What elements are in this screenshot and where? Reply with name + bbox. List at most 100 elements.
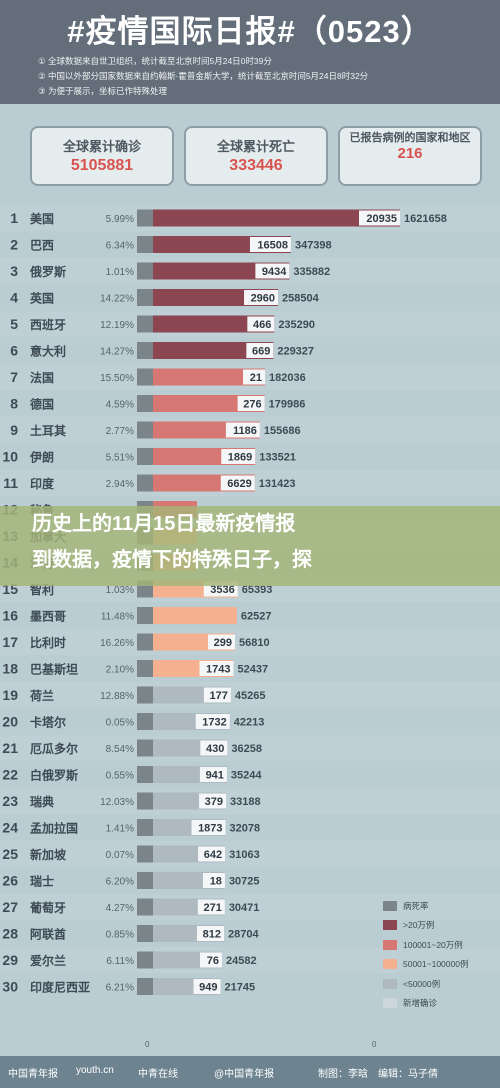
footer-logo-2: youth.cn	[76, 1065, 114, 1076]
rate-label: 6.34%	[106, 241, 134, 252]
new-cases-label: 18	[210, 876, 222, 888]
legend-label-100k-200k: 100001~20万例	[403, 939, 463, 950]
country-label: 葡萄牙	[29, 900, 66, 915]
new-cases-box	[225, 422, 260, 438]
rank-label: 7	[10, 369, 18, 385]
footer-logo-3: 中青在线	[138, 1069, 178, 1080]
rate-bar	[137, 421, 153, 439]
new-cases-label: 21	[250, 372, 262, 384]
rate-label: 2.77%	[106, 426, 134, 437]
rate-bar	[137, 633, 153, 651]
country-label: 荷兰	[29, 688, 54, 703]
rate-label: 0.05%	[106, 718, 134, 729]
rate-bar	[137, 236, 153, 253]
rate-label: 1.01%	[106, 267, 134, 278]
rate-bar	[137, 819, 153, 836]
new-cases-box	[193, 979, 221, 994]
rate-bar	[137, 792, 153, 810]
rate-label: 0.85%	[106, 930, 134, 941]
new-cases-label: 1869	[228, 452, 252, 464]
new-cases-label: 6629	[227, 478, 251, 490]
total-label: 258504	[282, 293, 320, 305]
country-label: 伊朗	[29, 450, 54, 465]
legend-swatch-50k-100k	[383, 959, 397, 970]
deaths-stat-box: 全球累计死亡 333446	[184, 126, 328, 186]
rate-label: 16.26%	[100, 638, 134, 649]
total-label: 182036	[269, 372, 306, 384]
country-label: 比利时	[30, 635, 66, 650]
new-cases-label: 271	[203, 902, 221, 914]
rate-bar	[137, 766, 153, 783]
new-cases-label: 669	[252, 346, 270, 358]
rate-bar	[137, 951, 153, 969]
new-cases-box	[255, 263, 290, 279]
article-title-overlay: 历史上的11月15日最新疫情报 到数据，疫情下的特殊日子，探	[0, 506, 500, 586]
rank-label: 19	[2, 687, 18, 703]
country-label: 卡塔尔	[30, 715, 66, 730]
total-label: 33188	[230, 796, 261, 808]
total-label: 24582	[226, 955, 257, 967]
legend-item-100k-200k: 100001~20万例	[383, 935, 468, 955]
rank-label: 4	[10, 290, 18, 306]
rank-label: 6	[10, 343, 18, 359]
new-cases-box	[359, 210, 400, 226]
new-cases-label: 76	[207, 955, 219, 967]
rank-label: 8	[10, 396, 18, 412]
rate-label: 5.51%	[106, 453, 134, 464]
total-label: 56810	[239, 637, 270, 649]
legend-label-rate: 病死率	[403, 900, 429, 911]
deaths-label: 全球累计死亡	[216, 139, 295, 154]
rate-label: 2.10%	[106, 665, 134, 676]
deaths-value: 333446	[229, 157, 283, 174]
new-cases-box	[200, 740, 228, 756]
total-bar	[153, 395, 265, 412]
legend-swatch-new	[383, 998, 397, 1009]
rank-label: 29	[2, 952, 18, 968]
new-cases-label: 949	[199, 982, 217, 994]
new-cases-box	[195, 714, 230, 729]
rate-label: 0.55%	[106, 771, 134, 782]
new-cases-label: 466	[253, 319, 271, 331]
new-cases-label: 1186	[233, 425, 257, 437]
rate-label: 14.22%	[100, 294, 134, 305]
new-cases-label: 430	[206, 743, 224, 755]
rank-label: 20	[2, 714, 18, 730]
total-label: 335882	[293, 266, 330, 278]
new-cases-box	[221, 449, 256, 464]
overlay-line-2: 到数据，疫情下的特殊日子，探	[32, 549, 312, 571]
legend-swatch-under-50k	[383, 978, 397, 989]
country-label: 巴西	[30, 239, 54, 253]
new-cases-label: 2960	[251, 293, 275, 305]
total-label: 45265	[235, 690, 266, 702]
new-cases-box	[199, 793, 227, 809]
new-cases-label: 812	[203, 929, 221, 941]
rate-bar	[137, 872, 153, 889]
country-label: 巴基斯坦	[30, 662, 78, 677]
total-label: 52437	[238, 664, 269, 676]
rate-bar	[137, 395, 153, 412]
footer-source: @中国青年报	[214, 1069, 275, 1080]
footer-credit: 制图：李晗 编辑：马子倩	[318, 1069, 438, 1080]
legend-item-new: 新增确诊	[383, 994, 468, 1014]
axis-label-left: 0	[145, 1040, 150, 1049]
overlay-line-1: 历史上的11月15日最新疫情报	[32, 513, 296, 535]
legend-label-under-50k: <50000例	[403, 978, 441, 989]
new-cases-label: 1732	[202, 717, 226, 729]
total-label: 30471	[229, 902, 260, 914]
legend-label-over-200k: >20万例	[403, 920, 435, 931]
rate-label: 6.11%	[106, 956, 134, 967]
total-label: 42213	[234, 717, 265, 729]
rate-label: 12.88%	[100, 691, 134, 702]
axis-label-right: 0	[372, 1040, 377, 1049]
rate-label: 4.27%	[106, 903, 134, 914]
rate-bar	[137, 289, 153, 306]
country-label: 俄罗斯	[29, 264, 66, 279]
new-cases-box	[243, 369, 266, 385]
rank-label: 16	[2, 608, 18, 624]
rank-label: 23	[2, 793, 18, 809]
country-label: 瑞士	[30, 874, 54, 889]
total-label: 36258	[231, 743, 262, 755]
rate-label: 12.03%	[100, 797, 134, 808]
confirmed-value: 5105881	[70, 157, 134, 174]
legend-swatch-over-200k	[383, 920, 397, 931]
